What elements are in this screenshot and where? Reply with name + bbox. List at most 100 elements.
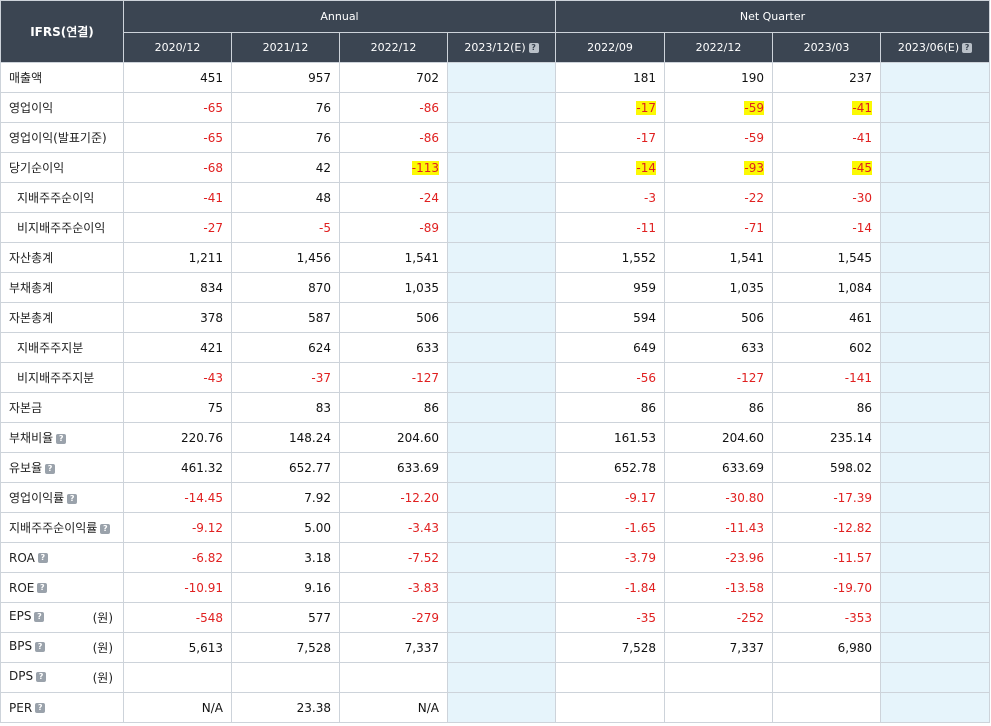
row-label-cell: 영업이익률? bbox=[0, 482, 124, 513]
value-cell: 42 bbox=[231, 152, 340, 183]
cell-value: -37 bbox=[311, 370, 331, 385]
cell-value: -9.17 bbox=[624, 490, 656, 505]
cell-value: -17 bbox=[636, 130, 656, 145]
help-icon[interactable]: ? bbox=[528, 43, 539, 53]
row-label: 지배주주순이익 bbox=[17, 191, 95, 205]
row-label: 매출액 bbox=[9, 71, 43, 85]
cell-value: 1,456 bbox=[296, 250, 331, 265]
cell-value: -17 bbox=[636, 100, 656, 115]
value-cell: -14 bbox=[555, 152, 665, 183]
cell-value: -43 bbox=[203, 370, 223, 385]
row-label-cell: 지배주주순이익률? bbox=[0, 512, 124, 543]
row-label: 자본총계 bbox=[9, 311, 54, 325]
cell-value: 624 bbox=[308, 340, 331, 355]
cell-value: 649 bbox=[633, 340, 656, 355]
value-cell bbox=[447, 92, 556, 123]
cell-value: -22 bbox=[744, 190, 764, 205]
value-cell bbox=[880, 182, 990, 213]
row-label: 지배주주지분 bbox=[17, 341, 84, 355]
help-icon[interactable]: ? bbox=[35, 703, 46, 713]
cell-value: 76 bbox=[315, 130, 331, 145]
value-cell: 86 bbox=[772, 392, 881, 423]
value-cell bbox=[447, 512, 556, 543]
column-header-label: 2023/06(E) bbox=[897, 41, 960, 54]
value-cell bbox=[447, 692, 556, 723]
row-label-cell: 당기순이익 bbox=[0, 152, 124, 183]
value-cell bbox=[447, 572, 556, 603]
value-cell bbox=[880, 272, 990, 303]
value-cell bbox=[880, 542, 990, 573]
table-row: 부채총계 834 870 1,035 959 1,035 1,084 bbox=[0, 272, 990, 303]
value-cell bbox=[555, 662, 665, 693]
help-icon[interactable]: ? bbox=[34, 611, 45, 622]
table-row: 지배주주순이익 -41 48 -24 -3 -22 -30 bbox=[0, 182, 990, 213]
cell-value: -14 bbox=[852, 220, 872, 235]
row-label-cell: 자산총계 bbox=[0, 242, 124, 273]
table-row: 자본금 75 83 86 86 86 86 bbox=[0, 392, 990, 423]
cell-value: 237 bbox=[849, 70, 872, 85]
help-icon[interactable]: ? bbox=[962, 43, 973, 53]
value-cell bbox=[447, 242, 556, 273]
column-header-label: 2022/12 bbox=[370, 41, 417, 54]
value-cell: -12.82 bbox=[772, 512, 881, 543]
cell-value: -24 bbox=[419, 190, 439, 205]
cell-value: 5,613 bbox=[188, 640, 223, 655]
row-label-cell: 비지배주주순이익 bbox=[0, 212, 124, 243]
help-icon[interactable]: ? bbox=[100, 523, 111, 534]
cell-value: 506 bbox=[416, 310, 439, 325]
value-cell: -11.43 bbox=[664, 512, 773, 543]
help-icon[interactable]: ? bbox=[36, 671, 47, 682]
column-header-quarter-4: 2023/06(E)? bbox=[880, 32, 990, 63]
help-icon[interactable]: ? bbox=[37, 583, 48, 593]
table-row: 영업이익률? -14.45 7.92 -12.20 -9.17 -30.80 -17.39 bbox=[0, 482, 990, 513]
cell-value: 204.60 bbox=[722, 430, 764, 445]
cell-value: 1,035 bbox=[404, 280, 439, 295]
cell-value: 220.76 bbox=[181, 430, 223, 445]
value-cell: -71 bbox=[664, 212, 773, 243]
value-cell: 76 bbox=[231, 92, 340, 123]
value-cell bbox=[447, 422, 556, 453]
row-label-cell: 자본금 bbox=[0, 392, 124, 423]
cell-value: 633.69 bbox=[722, 460, 764, 475]
cell-value: -19.70 bbox=[833, 580, 872, 595]
cell-value: -41 bbox=[852, 100, 872, 115]
cell-value: -127 bbox=[736, 370, 764, 385]
cell-value: 148.24 bbox=[289, 430, 331, 445]
cell-value: 7,337 bbox=[729, 640, 764, 655]
value-cell bbox=[880, 392, 990, 423]
value-cell: -9.17 bbox=[555, 482, 665, 513]
value-cell bbox=[447, 182, 556, 213]
value-cell: 378 bbox=[123, 302, 232, 333]
value-cell: -35 bbox=[555, 602, 665, 633]
cell-value: -65 bbox=[203, 130, 223, 145]
value-cell: -252 bbox=[664, 602, 773, 633]
cell-value: -56 bbox=[636, 370, 656, 385]
cell-value: 48 bbox=[315, 190, 331, 205]
help-icon[interactable]: ? bbox=[35, 641, 46, 652]
cell-value: 9.16 bbox=[304, 580, 331, 595]
column-header-label: 2020/12 bbox=[154, 41, 201, 54]
table-row: 부채비율? 220.76 148.24 204.60 161.53 204.60 235.1… bbox=[0, 422, 990, 453]
column-header-annual-1: 2020/12 bbox=[123, 32, 232, 63]
value-cell bbox=[880, 212, 990, 243]
ifrs-corner-header: IFRS(연결) bbox=[0, 0, 124, 63]
row-label: 부채총계 bbox=[9, 281, 54, 295]
value-cell: 598.02 bbox=[772, 452, 881, 483]
cell-value: 594 bbox=[633, 310, 656, 325]
table-row: ROA? -6.82 3.18 -7.52 -3.79 -23.96 -11.57 bbox=[0, 542, 990, 573]
help-icon[interactable]: ? bbox=[45, 463, 56, 474]
cell-value: -353 bbox=[844, 610, 872, 625]
row-label-cell: 부채총계 bbox=[0, 272, 124, 303]
help-icon[interactable]: ? bbox=[67, 493, 78, 504]
value-cell bbox=[880, 62, 990, 93]
value-cell: -5 bbox=[231, 212, 340, 243]
value-cell bbox=[447, 122, 556, 153]
cell-value: -14.45 bbox=[184, 490, 223, 505]
cell-value: -3.79 bbox=[624, 550, 656, 565]
table-row: 자산총계 1,211 1,456 1,541 1,552 1,541 1,545 bbox=[0, 242, 990, 273]
help-icon[interactable]: ? bbox=[37, 553, 48, 563]
cell-value: N/A bbox=[201, 700, 223, 715]
help-icon[interactable]: ? bbox=[56, 433, 67, 444]
value-cell: 5.00 bbox=[231, 512, 340, 543]
cell-value: 7.92 bbox=[304, 490, 331, 505]
